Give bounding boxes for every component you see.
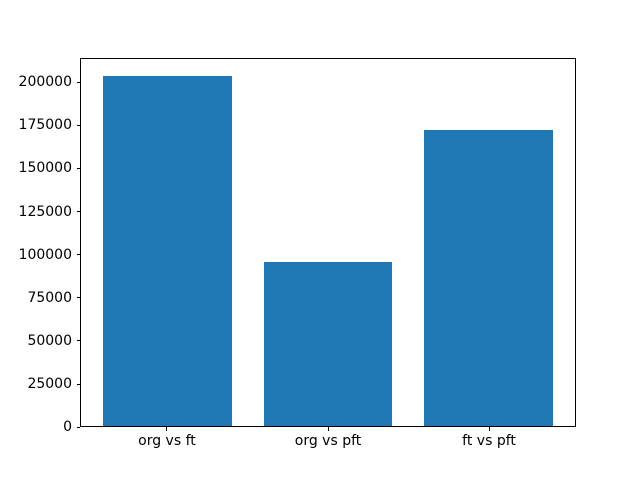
y-tick-label: 200000 [18, 74, 72, 91]
y-tick-label: 175000 [18, 117, 72, 134]
axes-frame [80, 57, 576, 428]
bar-org-vs-pft [263, 262, 393, 427]
y-tick-label: 100000 [18, 246, 72, 263]
y-tick-mark [76, 211, 80, 212]
bar-ft-vs-pft [424, 130, 553, 427]
y-tick-mark [76, 297, 80, 299]
y-tick-label: 25000 [27, 376, 72, 393]
x-tick-label: org vs pft [294, 433, 362, 450]
x-tick-mark [166, 427, 168, 431]
y-tick-mark [76, 124, 80, 126]
y-tick-label: 0 [63, 419, 72, 436]
x-tick-mark [488, 427, 490, 431]
y-tick-mark [76, 81, 80, 83]
bar-org-vs-ft [103, 76, 232, 427]
y-tick-mark [76, 383, 80, 385]
y-tick-mark [76, 167, 80, 169]
y-tick-label: 150000 [18, 160, 72, 177]
y-tick-label: 50000 [27, 332, 72, 349]
x-tick-mark [327, 427, 329, 431]
y-tick-label: 75000 [27, 289, 72, 306]
y-tick-label: 125000 [18, 203, 72, 220]
y-tick-mark [76, 426, 80, 428]
y-tick-mark [76, 254, 80, 256]
x-tick-label: ft vs pft [462, 433, 516, 450]
y-tick-mark [76, 340, 80, 342]
x-tick-label: org vs ft [138, 433, 196, 450]
